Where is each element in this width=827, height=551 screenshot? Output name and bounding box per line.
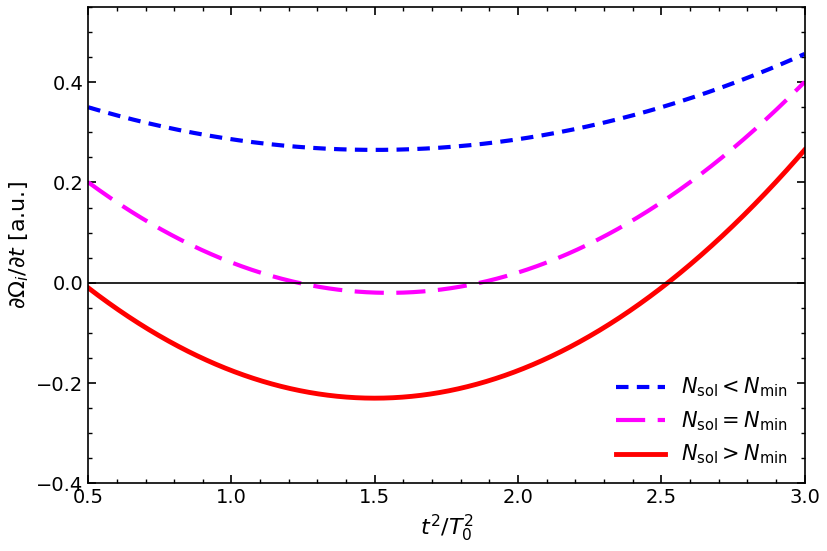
$N_\mathrm{sol} < N_\mathrm{min}$ [399,146,409,153]
$N_\mathrm{sol} > N_\mathrm{min}$ [84,284,93,291]
$N_\mathrm{sol} < N_\mathrm{min}$ [374,147,384,153]
$N_\mathrm{sol} = N_\mathrm{min}$ [84,179,93,186]
$N_\mathrm{sol} < N_\mathrm{min}$ [656,104,666,111]
$N_\mathrm{sol} < N_\mathrm{min}$ [370,147,380,153]
$N_\mathrm{sol} = N_\mathrm{min}$ [385,289,394,296]
$N_\mathrm{sol} > N_\mathrm{min}$ [800,147,810,153]
$N_\mathrm{sol} < N_\mathrm{min}$ [576,125,586,131]
$N_\mathrm{sol} = N_\mathrm{min}$ [156,226,166,233]
$N_\mathrm{sol} < N_\mathrm{min}$ [84,104,93,111]
$N_\mathrm{sol} = N_\mathrm{min}$ [399,289,409,296]
$N_\mathrm{sol} > N_\mathrm{min}$ [656,285,666,292]
$N_\mathrm{sol} = N_\mathrm{min}$ [656,199,666,206]
$N_\mathrm{sol} > N_\mathrm{min}$ [399,393,409,400]
$N_\mathrm{sol} = N_\mathrm{min}$ [576,245,586,251]
$N_\mathrm{sol} = N_\mathrm{min}$ [373,289,383,296]
$N_\mathrm{sol} = N_\mathrm{min}$ [800,79,810,85]
$N_\mathrm{sol} > N_\mathrm{min}$ [643,295,653,301]
Line: $N_\mathrm{sol} > N_\mathrm{min}$: $N_\mathrm{sol} > N_\mathrm{min}$ [88,150,805,398]
Y-axis label: $\partial \Omega_i / \partial t$ [a.u.]: $\partial \Omega_i / \partial t$ [a.u.] [7,181,31,309]
Line: $N_\mathrm{sol} < N_\mathrm{min}$: $N_\mathrm{sol} < N_\mathrm{min}$ [88,54,805,150]
Line: $N_\mathrm{sol} = N_\mathrm{min}$: $N_\mathrm{sol} = N_\mathrm{min}$ [88,82,805,293]
$N_\mathrm{sol} < N_\mathrm{min}$ [643,108,653,115]
$N_\mathrm{sol} = N_\mathrm{min}$ [643,208,653,214]
$N_\mathrm{sol} > N_\mathrm{min}$ [156,334,166,341]
$N_\mathrm{sol} > N_\mathrm{min}$ [576,338,586,344]
$N_\mathrm{sol} > N_\mathrm{min}$ [370,395,380,402]
Legend: $N_\mathregular{sol} < N_\mathregular{min}$, $N_\mathregular{sol} = N_\mathregul: $N_\mathregular{sol} < N_\mathregular{mi… [609,368,795,474]
$N_\mathrm{sol} > N_\mathrm{min}$ [374,395,384,402]
$N_\mathrm{sol} < N_\mathrm{min}$ [800,51,810,57]
$N_\mathrm{sol} < N_\mathrm{min}$ [156,123,166,129]
X-axis label: $t^2 / T_0^2$: $t^2 / T_0^2$ [419,513,473,544]
